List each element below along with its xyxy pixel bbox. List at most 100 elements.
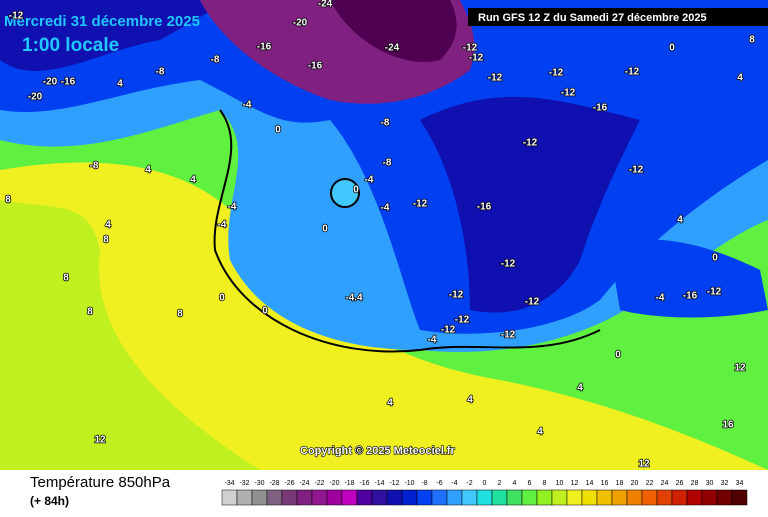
contour-label: 12 [94, 435, 106, 446]
contour-label: -4 [381, 203, 390, 214]
contour-label: -12 [707, 287, 722, 298]
legend-lead: (+ 84h) [30, 494, 69, 508]
legend-swatch [251, 489, 268, 506]
contour-label: -8 [156, 67, 165, 78]
legend-value: -34 [224, 480, 234, 487]
contour-label: -20 [28, 92, 43, 103]
legend-value: 12 [571, 480, 579, 487]
contour-label: 8 [5, 195, 11, 206]
legend-swatch [281, 489, 298, 506]
contour-label: 0 [275, 125, 281, 136]
legend-value: 14 [586, 480, 594, 487]
legend-swatch [431, 489, 448, 506]
contour-label: 4 [577, 383, 583, 394]
contour-label: -4 [365, 175, 374, 186]
legend-value: 22 [646, 480, 654, 487]
legend-value: -8 [421, 480, 427, 487]
contour-label: 12 [638, 459, 650, 470]
contour-label: -4.4 [345, 293, 363, 304]
zone-mild [0, 200, 260, 470]
contour-label: 8 [87, 307, 93, 318]
contour-label: -12 [463, 43, 478, 54]
legend-value: -2 [466, 480, 472, 487]
contour-label: 12 [734, 363, 746, 374]
legend-swatch [491, 489, 508, 506]
legend-value: 32 [721, 480, 729, 487]
legend-swatch [731, 489, 748, 506]
legend-value: 18 [616, 480, 624, 487]
legend-value: -10 [404, 480, 414, 487]
legend-value: 6 [528, 480, 532, 487]
contour-label: -12 [9, 11, 24, 22]
contour-label: -8 [381, 118, 390, 129]
contour-label: -12 [488, 73, 503, 84]
legend-value: -20 [329, 480, 339, 487]
contour-label: -12 [629, 165, 644, 176]
contour-label: -16 [257, 42, 272, 53]
contour-label: 0 [219, 293, 225, 304]
contour-label: 4 [190, 175, 196, 186]
isotherm-loop [330, 178, 360, 208]
valid-date: Mercredi 31 décembre 2025 [4, 13, 200, 30]
legend-value: -6 [436, 480, 442, 487]
legend-swatch [416, 489, 433, 506]
contour-label: -20 [293, 18, 308, 29]
contour-label: 0 [615, 350, 621, 361]
legend-swatch [521, 489, 538, 506]
legend-value: 16 [601, 480, 609, 487]
contour-label: -12 [455, 315, 470, 326]
contour-label: -12 [625, 67, 640, 78]
contour-label: -4 [228, 202, 237, 213]
run-box [468, 8, 768, 26]
contour-label: -24 [385, 43, 400, 54]
legend-value: -26 [284, 480, 294, 487]
contour-label: -4 [218, 220, 227, 231]
legend-value: 2 [498, 480, 502, 487]
contour-label: -12 [501, 330, 516, 341]
contour-label: 16 [722, 420, 734, 431]
contour-label: 4 [387, 398, 393, 409]
legend-swatch [626, 489, 643, 506]
legend-value: -4 [451, 480, 457, 487]
legend-value: 26 [676, 480, 684, 487]
legend-swatch [536, 489, 553, 506]
zone-cold-east [420, 96, 640, 313]
contour-label: -16 [61, 77, 76, 88]
legend-value: -14 [374, 480, 384, 487]
contour-label: -8 [211, 55, 220, 66]
contour-label: -16 [683, 291, 698, 302]
legend-value: 28 [691, 480, 699, 487]
contour-label: 0 [669, 43, 675, 54]
legend-swatch [476, 489, 493, 506]
legend-value: 30 [706, 480, 714, 487]
legend-value: -24 [299, 480, 309, 487]
legend-swatch [401, 489, 418, 506]
contour-label: -12 [449, 290, 464, 301]
contour-label: -16 [308, 61, 323, 72]
legend-swatch [446, 489, 463, 506]
legend-value: -32 [239, 480, 249, 487]
legend-value: 8 [543, 480, 547, 487]
legend-swatch [641, 489, 658, 506]
legend-swatch [311, 489, 328, 506]
legend-swatch [266, 489, 283, 506]
contour-label: -4 [243, 100, 252, 111]
legend-swatch [356, 489, 373, 506]
legend-swatch [326, 489, 343, 506]
contour-label: -8 [90, 161, 99, 172]
legend-swatch [296, 489, 313, 506]
zone-arctic-core [330, 0, 457, 62]
legend-value: -30 [254, 480, 264, 487]
legend-value: -28 [269, 480, 279, 487]
contour-label: -4 [428, 335, 437, 346]
legend-value: 0 [483, 480, 487, 487]
contour-label: -12 [523, 138, 538, 149]
legend-value: 10 [556, 480, 564, 487]
contour-label: 4 [145, 165, 151, 176]
legend-value: 24 [661, 480, 669, 487]
legend-swatch [566, 489, 583, 506]
contour-label: -12 [441, 325, 456, 336]
legend-swatch [506, 489, 523, 506]
